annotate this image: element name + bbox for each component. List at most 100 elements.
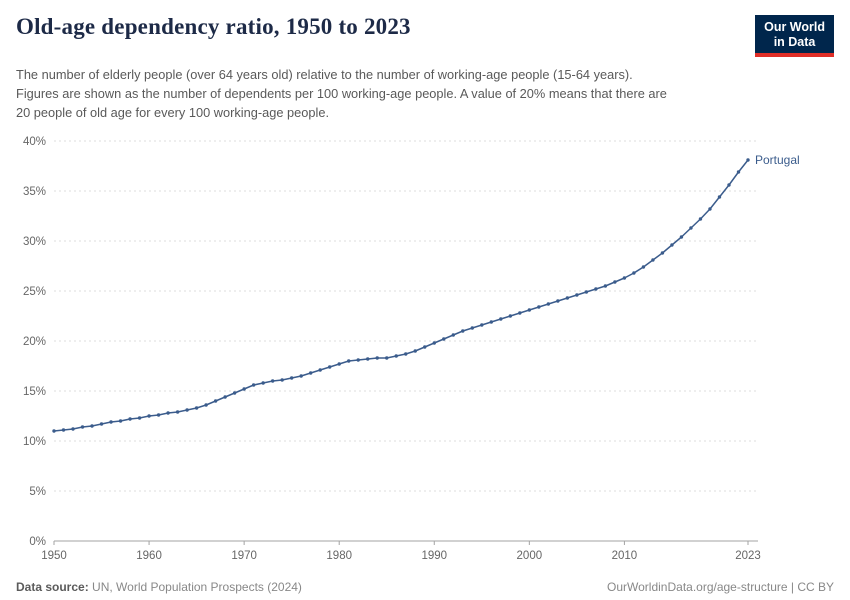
- data-point[interactable]: [413, 348, 417, 353]
- owid-logo[interactable]: Our World in Data: [755, 15, 834, 57]
- data-point[interactable]: [109, 419, 113, 424]
- data-point[interactable]: [508, 313, 513, 318]
- line-chart: 0% 5% 10% 15% 20% 25% 30% 35% 40% 1950 1960 1970 198…: [16, 127, 834, 578]
- data-point[interactable]: [499, 316, 503, 321]
- data-point[interactable]: [270, 378, 275, 383]
- data-point[interactable]: [584, 289, 589, 294]
- data-point[interactable]: [289, 375, 294, 380]
- data-point[interactable]: [327, 364, 332, 369]
- data-point[interactable]: [537, 304, 541, 309]
- x-tick-label: 2000: [517, 550, 543, 562]
- data-point[interactable]: [546, 301, 551, 306]
- data-point[interactable]: [204, 402, 208, 407]
- data-point[interactable]: [689, 225, 693, 230]
- data-point[interactable]: [232, 390, 237, 395]
- data-point[interactable]: [251, 382, 256, 387]
- x-tick-label: 1980: [326, 550, 352, 562]
- chart-plot-area[interactable]: 0% 5% 10% 15% 20% 25% 30% 35% 40% 1950 1960 1970 198…: [16, 127, 834, 573]
- data-point[interactable]: [404, 351, 408, 356]
- data-point[interactable]: [556, 298, 560, 303]
- data-point[interactable]: [356, 357, 360, 362]
- data-point[interactable]: [80, 424, 85, 429]
- chart-subtitle: The number of elderly people (over 64 ye…: [16, 67, 667, 121]
- data-point[interactable]: [280, 377, 284, 382]
- data-point[interactable]: [118, 418, 123, 423]
- data-point[interactable]: [242, 386, 246, 391]
- owid-credit-link[interactable]: OurWorldinData.org/age-structure | CC BY: [607, 579, 834, 594]
- owid-logo-line2: in Data: [773, 35, 816, 49]
- data-point[interactable]: [670, 242, 674, 247]
- data-point[interactable]: [156, 412, 161, 417]
- data-point[interactable]: [679, 234, 684, 239]
- data-point[interactable]: [527, 307, 532, 312]
- series-line-portugal[interactable]: [53, 159, 749, 432]
- series-label[interactable]: Portugal: [755, 153, 800, 167]
- y-tick-label: 30%: [23, 236, 46, 248]
- data-source: Data source: UN, World Population Prospe…: [16, 580, 302, 594]
- data-point[interactable]: [385, 355, 389, 360]
- data-point[interactable]: [394, 353, 398, 358]
- data-point[interactable]: [603, 283, 608, 288]
- y-tick-label: 20%: [23, 336, 46, 348]
- data-point[interactable]: [451, 332, 455, 337]
- data-point[interactable]: [337, 361, 341, 366]
- data-point[interactable]: [651, 257, 655, 262]
- data-point[interactable]: [137, 415, 142, 420]
- data-point[interactable]: [318, 367, 322, 372]
- data-point[interactable]: [71, 426, 75, 431]
- data-point[interactable]: [166, 410, 170, 415]
- data-point[interactable]: [489, 319, 494, 324]
- data-point[interactable]: [147, 413, 151, 418]
- data-point[interactable]: [128, 416, 132, 421]
- data-point[interactable]: [708, 206, 712, 211]
- data-point[interactable]: [727, 182, 731, 187]
- data-point[interactable]: [432, 340, 436, 345]
- data-point[interactable]: [660, 250, 665, 255]
- data-point[interactable]: [594, 286, 598, 291]
- data-point[interactable]: [575, 292, 579, 297]
- data-point[interactable]: [366, 356, 370, 361]
- data-point[interactable]: [90, 423, 94, 428]
- y-tick-label: 25%: [23, 286, 46, 298]
- y-tick-label: 15%: [23, 386, 46, 398]
- data-point[interactable]: [565, 295, 570, 300]
- data-point[interactable]: [175, 409, 180, 414]
- data-point[interactable]: [223, 394, 227, 399]
- x-tick-label: 1950: [41, 550, 67, 562]
- header: Old-age dependency ratio, 1950 to 2023 O…: [16, 14, 834, 57]
- x-tick-label: 2010: [612, 550, 638, 562]
- data-point[interactable]: [423, 344, 427, 349]
- data-point[interactable]: [632, 270, 636, 275]
- data-point[interactable]: [717, 194, 722, 199]
- footer: Data source: UN, World Population Prospe…: [16, 578, 834, 594]
- data-point[interactable]: [442, 336, 446, 341]
- data-point[interactable]: [518, 310, 522, 315]
- y-tick-label: 0%: [29, 536, 46, 548]
- data-point[interactable]: [622, 275, 627, 280]
- data-point[interactable]: [613, 279, 617, 284]
- page-title: Old-age dependency ratio, 1950 to 2023: [16, 14, 411, 39]
- data-point[interactable]: [99, 421, 104, 426]
- data-point[interactable]: [194, 405, 199, 410]
- data-point[interactable]: [52, 428, 56, 433]
- data-point[interactable]: [299, 373, 303, 378]
- data-point[interactable]: [308, 370, 313, 375]
- data-point[interactable]: [347, 358, 351, 363]
- data-point[interactable]: [641, 264, 646, 269]
- data-point[interactable]: [746, 157, 750, 162]
- data-point[interactable]: [461, 328, 465, 333]
- data-point[interactable]: [261, 380, 265, 385]
- data-point[interactable]: [470, 325, 475, 330]
- data-source-text: UN, World Population Prospects (2024): [92, 579, 302, 594]
- y-tick-label: 5%: [29, 486, 46, 498]
- data-point[interactable]: [375, 355, 379, 360]
- x-tick-label: 1990: [421, 550, 447, 562]
- data-point[interactable]: [698, 216, 703, 221]
- data-point[interactable]: [213, 398, 218, 403]
- data-point[interactable]: [480, 322, 484, 327]
- data-point[interactable]: [736, 169, 741, 174]
- data-point[interactable]: [61, 427, 66, 432]
- x-tick-label: 1960: [136, 550, 162, 562]
- data-point[interactable]: [185, 407, 189, 412]
